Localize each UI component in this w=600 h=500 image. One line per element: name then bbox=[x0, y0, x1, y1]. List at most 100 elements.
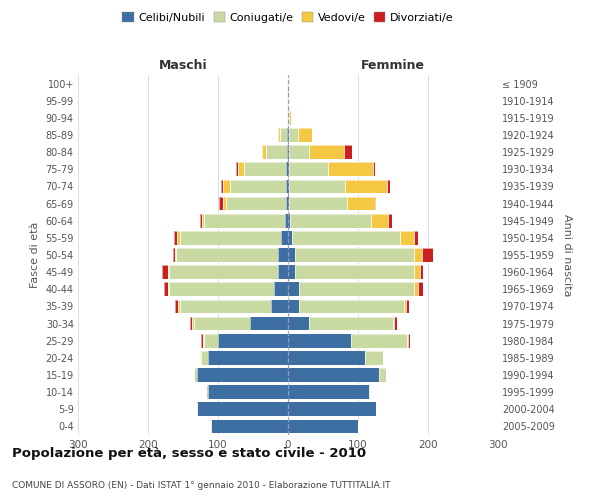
Bar bbox=[351, 334, 407, 347]
Bar bbox=[292, 231, 400, 244]
Bar bbox=[288, 334, 351, 347]
Bar bbox=[295, 248, 414, 262]
Bar bbox=[169, 282, 274, 296]
Bar bbox=[200, 351, 208, 364]
Bar bbox=[190, 316, 192, 330]
Bar bbox=[162, 266, 167, 279]
Text: Maschi: Maschi bbox=[158, 58, 208, 71]
Bar bbox=[287, 111, 288, 124]
Bar bbox=[347, 196, 375, 210]
Bar bbox=[221, 180, 223, 194]
Bar bbox=[284, 214, 288, 228]
Bar bbox=[406, 300, 409, 314]
Bar bbox=[292, 231, 400, 244]
Bar bbox=[288, 402, 376, 416]
Bar bbox=[288, 248, 295, 262]
Bar bbox=[175, 248, 176, 262]
Bar bbox=[176, 248, 277, 262]
Bar bbox=[295, 248, 414, 262]
Bar bbox=[371, 214, 388, 228]
Bar bbox=[223, 196, 226, 210]
Bar bbox=[287, 146, 288, 159]
Bar bbox=[192, 316, 193, 330]
Bar bbox=[193, 368, 197, 382]
Bar bbox=[288, 282, 299, 296]
Bar bbox=[211, 420, 288, 434]
Bar bbox=[289, 128, 298, 142]
Bar bbox=[193, 368, 197, 382]
Bar bbox=[299, 300, 404, 314]
Bar bbox=[179, 231, 281, 244]
Bar bbox=[375, 196, 376, 210]
Bar bbox=[289, 146, 309, 159]
Bar bbox=[178, 300, 179, 314]
Bar bbox=[280, 128, 287, 142]
Bar bbox=[289, 162, 328, 176]
Bar bbox=[288, 111, 289, 124]
Bar bbox=[298, 128, 312, 142]
Bar bbox=[309, 316, 393, 330]
Bar bbox=[223, 196, 226, 210]
Text: Popolazione per età, sesso e stato civile - 2010: Popolazione per età, sesso e stato civil… bbox=[12, 448, 366, 460]
Bar bbox=[175, 300, 178, 314]
Bar bbox=[422, 248, 433, 262]
Bar bbox=[290, 214, 371, 228]
Bar bbox=[238, 162, 244, 176]
Bar bbox=[388, 214, 392, 228]
Bar bbox=[388, 180, 389, 194]
Bar bbox=[394, 316, 397, 330]
Bar bbox=[202, 214, 204, 228]
Bar bbox=[328, 162, 373, 176]
Bar bbox=[174, 231, 178, 244]
Bar bbox=[371, 214, 388, 228]
Bar bbox=[274, 282, 288, 296]
Bar bbox=[414, 282, 418, 296]
Bar bbox=[287, 128, 288, 142]
Bar bbox=[409, 334, 410, 347]
Bar bbox=[289, 162, 328, 176]
Bar bbox=[197, 402, 288, 416]
Bar bbox=[244, 162, 286, 176]
Bar bbox=[373, 162, 375, 176]
Bar bbox=[277, 266, 288, 279]
Bar bbox=[192, 316, 193, 330]
Bar bbox=[288, 266, 295, 279]
Bar bbox=[309, 146, 344, 159]
Bar bbox=[406, 300, 409, 314]
Bar bbox=[250, 316, 288, 330]
Bar bbox=[295, 266, 414, 279]
Bar bbox=[414, 248, 422, 262]
Bar bbox=[414, 231, 418, 244]
Bar bbox=[288, 214, 290, 228]
Bar bbox=[221, 180, 223, 194]
Bar bbox=[393, 316, 394, 330]
Bar bbox=[346, 180, 388, 194]
Bar bbox=[288, 162, 289, 176]
Bar bbox=[418, 282, 423, 296]
Bar bbox=[200, 351, 208, 364]
Bar bbox=[238, 162, 244, 176]
Bar bbox=[226, 196, 286, 210]
Bar bbox=[288, 420, 358, 434]
Bar bbox=[400, 231, 414, 244]
Bar bbox=[373, 162, 375, 176]
Bar bbox=[244, 162, 286, 176]
Bar bbox=[407, 334, 409, 347]
Bar bbox=[414, 231, 418, 244]
Bar bbox=[208, 351, 288, 364]
Bar bbox=[204, 334, 218, 347]
Bar bbox=[289, 180, 346, 194]
Bar bbox=[289, 146, 309, 159]
Bar bbox=[288, 128, 289, 142]
Bar bbox=[278, 128, 280, 142]
Bar bbox=[278, 128, 280, 142]
Bar bbox=[368, 386, 370, 399]
Bar bbox=[409, 334, 410, 347]
Bar bbox=[288, 231, 292, 244]
Bar bbox=[179, 300, 271, 314]
Bar bbox=[309, 146, 344, 159]
Bar bbox=[346, 180, 388, 194]
Bar bbox=[164, 282, 167, 296]
Bar bbox=[328, 162, 373, 176]
Bar bbox=[164, 282, 167, 296]
